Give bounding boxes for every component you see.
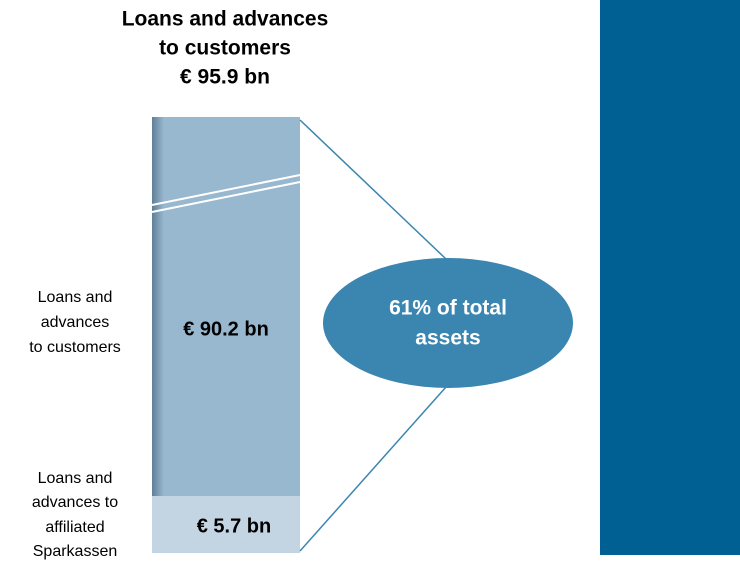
segment-value: € 5.7 bn [197,515,271,537]
segment-label: Sparkassen [33,543,118,560]
segment-label: Loans and [38,289,113,306]
side-panel [600,0,740,555]
callout-text: assets [415,327,480,350]
segment-sparkassen [152,496,300,553]
title-line: € 95.9 bn [180,66,270,89]
bar-edge [152,117,164,496]
title-line: Loans and advances [122,8,329,31]
connector [299,119,447,260]
callout-ellipse [323,258,573,388]
segment-label: advances [41,314,110,331]
break-line [151,174,301,206]
segment-label: affiliated [45,519,104,536]
segment-value: € 90.2 bn [183,318,269,340]
segment-label: Loans and [38,470,113,487]
callout-text: 61% of total [389,297,507,320]
segment-label: to customers [29,339,121,356]
connector [299,386,447,552]
segment-label: advances to [32,494,118,511]
break-line [151,181,301,213]
title-line: to customers [159,37,291,60]
segment-customers [152,117,300,496]
